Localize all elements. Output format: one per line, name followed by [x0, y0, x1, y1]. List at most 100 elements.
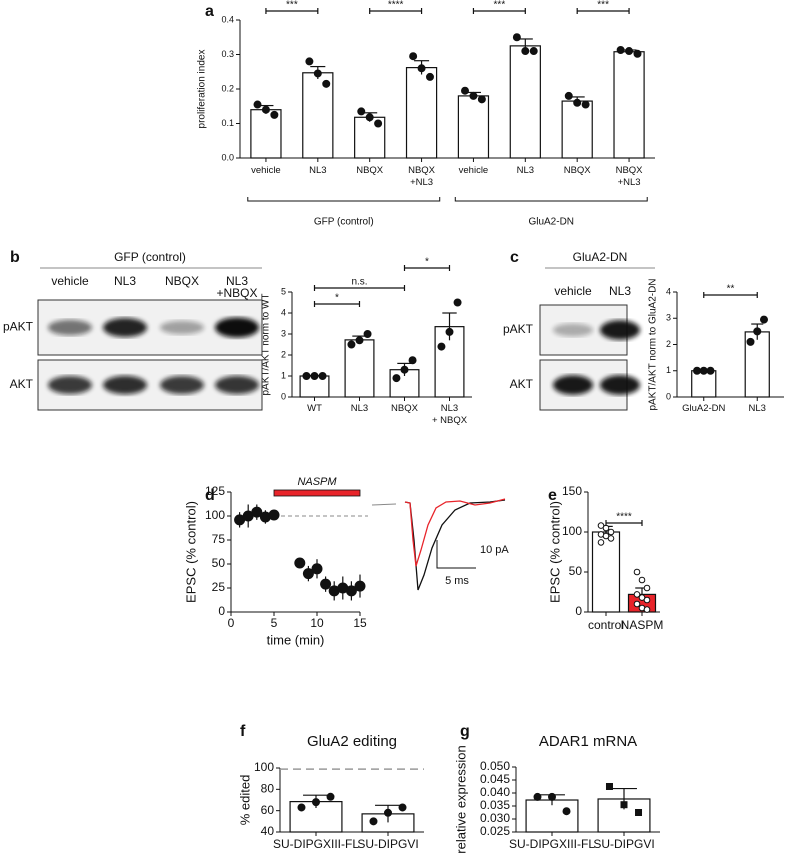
y-tick-label: 50 [569, 564, 583, 578]
lane-label: NL3 +NBQX [216, 274, 257, 300]
data-point [512, 33, 521, 42]
data-point [384, 808, 392, 817]
blot-band [103, 318, 147, 337]
treatment-label: NASPM [297, 476, 337, 488]
data-point [357, 107, 366, 116]
y-tick-label: 80 [261, 782, 275, 796]
data-point [746, 337, 755, 346]
data-point [693, 366, 702, 375]
y-tick-label: 100 [205, 508, 225, 522]
x-tick-label: SU-DIPGVI [357, 837, 418, 851]
x-tick-label: NBQX [391, 403, 419, 414]
scale-x-label: 5 ms [445, 575, 469, 587]
data-point [409, 52, 418, 61]
data-point [417, 64, 426, 73]
y-axis-label: % edited [237, 775, 252, 826]
y-tick-label: 100 [254, 760, 274, 774]
y-tick-label: 0 [218, 604, 225, 618]
data-point [253, 100, 262, 109]
data-point [529, 47, 538, 56]
x-tick-label: SU-DIPGXIII-FL [509, 837, 595, 851]
y-tick-label: 0.2 [221, 83, 234, 93]
y-tick-label: 0 [666, 391, 671, 401]
control-trace [404, 499, 506, 591]
data-point [369, 817, 378, 826]
bar [509, 45, 541, 159]
x-tick-label: NL3 [351, 403, 368, 414]
y-axis-label: pAKT/AKT norm to GluA2-DN [648, 278, 659, 410]
data-point [322, 79, 331, 88]
y-tick-label: 2 [666, 339, 671, 349]
x-tick-label: NBQX +NL3 [408, 165, 436, 188]
data-point [635, 809, 643, 816]
data-point [398, 803, 407, 812]
group-bracket [247, 197, 441, 202]
data-point [625, 47, 634, 56]
data-point [312, 798, 320, 807]
data-point [605, 783, 613, 790]
data-point [643, 606, 651, 613]
x-tick-label: 15 [353, 616, 367, 630]
x-tick-label: 5 [271, 616, 278, 630]
blot-band [48, 376, 92, 394]
y-tick-label: 0.1 [221, 118, 234, 128]
data-point [633, 568, 641, 576]
lane-label: vehicle [554, 284, 592, 298]
y-tick-label: 0.045 [480, 772, 510, 786]
data-point [347, 340, 356, 349]
significance-label: ** [727, 284, 735, 295]
data-point [643, 584, 651, 592]
data-point [699, 366, 708, 375]
blot-band [215, 317, 259, 338]
row-label: pAKT [3, 320, 34, 334]
y-tick-label: 60 [261, 803, 275, 817]
data-point [302, 568, 314, 580]
data-point [320, 578, 332, 590]
x-tick-label: NL3 [309, 165, 326, 176]
significance-label: *** [494, 0, 506, 11]
data-point [425, 72, 434, 81]
y-tick-label: 0.040 [480, 785, 510, 799]
data-point [461, 86, 470, 95]
x-tick-label: NL3 + NBQX [432, 403, 468, 426]
y-tick-label: 3 [281, 328, 286, 338]
significance-bracket [472, 8, 526, 14]
x-tick-label: SU-DIPGVI [593, 837, 654, 851]
blot-band [600, 375, 640, 395]
data-point [437, 342, 446, 351]
treatment-bar [273, 489, 361, 497]
data-point [363, 330, 372, 338]
y-axis-label: pAKT/AKT norm to WT [261, 293, 272, 395]
y-tick-label: 150 [562, 484, 582, 498]
data-point [355, 336, 364, 345]
data-point [643, 596, 651, 604]
data-point [477, 95, 486, 104]
data-point [337, 582, 349, 594]
data-point [259, 511, 271, 523]
panel-label: b [10, 249, 20, 266]
y-tick-label: 1 [281, 370, 286, 380]
data-point [268, 509, 280, 521]
blot-band [600, 320, 640, 340]
y-tick-label: 0.030 [480, 811, 510, 825]
significance-bracket [576, 8, 630, 14]
data-point [533, 792, 542, 801]
panel-label: e [548, 487, 557, 504]
y-axis-label: proliferation index [197, 50, 208, 129]
data-point [297, 803, 306, 812]
data-point [548, 792, 556, 801]
lane-label: NL3 [609, 284, 631, 298]
data-point [445, 327, 454, 336]
significance-label: **** [388, 0, 404, 11]
data-point [638, 576, 646, 584]
lane-label: vehicle [51, 274, 89, 288]
data-point [597, 539, 605, 546]
y-tick-label: 40 [261, 824, 275, 838]
y-tick-label: 125 [205, 484, 225, 498]
trace-inset: 10 pA 5 ms [371, 498, 509, 591]
significance-label: *** [597, 0, 609, 11]
y-tick-label: 0.035 [480, 798, 510, 812]
y-tick-label: 25 [212, 580, 226, 594]
x-tick-label: NL3 [749, 403, 766, 414]
